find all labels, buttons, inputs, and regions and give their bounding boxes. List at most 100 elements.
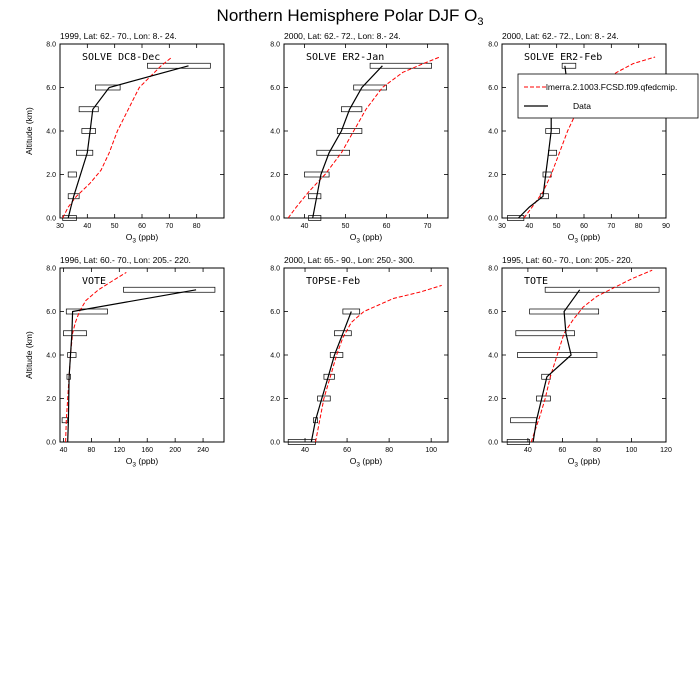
panel-3: 2000, Lat: 62.- 72., Lon: 8.- 24. 30 40 50 6…	[488, 31, 670, 245]
legend: lmerra.2.1003.FCSD.f09.qfedcmip. Data	[517, 73, 699, 119]
panel-subtitle: 1999, Lat: 62.- 70., Lon: 8.- 24.	[60, 31, 177, 41]
y-tick-label: 6.0	[488, 309, 498, 316]
plot-frame	[501, 43, 667, 219]
model-series-line	[65, 271, 127, 443]
y-tick-label: 8.0	[488, 42, 498, 49]
data-series-line	[310, 311, 352, 443]
model-series-line	[315, 284, 442, 443]
y-tick-label: 8.0	[46, 42, 56, 49]
y-tick-label: 4.0	[270, 353, 280, 360]
x-tick-label: 40	[83, 223, 91, 230]
x-tick-label: 40	[60, 447, 68, 454]
data-range-box	[123, 286, 216, 293]
data-range-box	[544, 286, 660, 293]
x-tick-label: 80	[88, 447, 96, 454]
x-tick-label: 200	[169, 447, 181, 454]
campaign-label: VOTE	[82, 276, 106, 287]
y-tick-label: 4.0	[46, 353, 56, 360]
x-tick-label: 60	[580, 223, 588, 230]
data-range-box	[67, 171, 77, 178]
data-range-box	[334, 330, 352, 337]
y-tick-label: 6.0	[46, 85, 56, 92]
y-tick-label: 4.0	[46, 129, 56, 136]
campaign-label: TOPSE-Feb	[306, 276, 360, 287]
data-range-box	[510, 417, 537, 424]
data-range-box	[548, 149, 558, 156]
data-range-box	[316, 149, 350, 156]
x-tick-label: 50	[342, 223, 350, 230]
data-range-box	[81, 128, 96, 134]
y-tick-label: 2.0	[488, 396, 498, 403]
data-range-box	[78, 106, 99, 113]
campaign-label: SOLVE ER2-Jan	[306, 52, 384, 63]
y-tick-label: 0.0	[270, 440, 280, 447]
x-tick-label: 160	[141, 447, 153, 454]
y-tick-label: 8.0	[488, 266, 498, 273]
panel-subtitle: 1996, Lat: 60.- 70., Lon: 205.- 220.	[60, 255, 191, 265]
panel-subtitle: 1995, Lat: 60.- 70., Lon: 205.- 220.	[502, 255, 633, 265]
plot-frame	[59, 267, 225, 443]
panel-1: 1999, Lat: 62.- 70., Lon: 8.- 24. 30 40 50 6…	[24, 31, 225, 245]
data-range-box	[67, 352, 77, 358]
y-tick-label: 8.0	[46, 266, 56, 273]
panel-6: 1995, Lat: 60.- 70., Lon: 205.- 220. 40 60…	[488, 255, 672, 469]
data-series-line	[532, 289, 581, 443]
panels: 1999, Lat: 62.- 70., Lon: 8.- 24. 30 40 50 6…	[24, 31, 672, 469]
x-tick-label: 80	[385, 447, 393, 454]
x-axis-label: O3 (ppb)	[126, 456, 159, 469]
x-tick-label: 70	[165, 223, 173, 230]
data-range-box	[517, 352, 598, 358]
x-tick-label: 60	[383, 223, 391, 230]
y-axis-label: Altitude (km)	[24, 107, 34, 155]
y-tick-label: 6.0	[488, 85, 498, 92]
x-tick-label: 50	[111, 223, 119, 230]
x-axis-label: O3 (ppb)	[350, 456, 383, 469]
x-tick-label: 60	[559, 447, 567, 454]
data-range-box	[341, 106, 363, 113]
panel-4: 1996, Lat: 60.- 70., Lon: 205.- 220. 40 80…	[24, 255, 225, 469]
y-tick-label: 4.0	[488, 129, 498, 136]
data-range-box	[336, 128, 363, 134]
data-range-box	[61, 417, 69, 424]
data-range-box	[329, 352, 344, 358]
x-tick-label: 100	[626, 447, 638, 454]
y-tick-label: 4.0	[270, 129, 280, 136]
x-axis-label: O3 (ppb)	[568, 232, 601, 245]
y-tick-label: 0.0	[46, 216, 56, 223]
data-range-box	[147, 62, 211, 69]
campaign-label: TOTE	[524, 276, 548, 287]
campaign-label: SOLVE ER2-Feb	[524, 52, 602, 63]
y-tick-label: 2.0	[270, 396, 280, 403]
data-range-box	[561, 62, 577, 69]
x-tick-label: 80	[593, 447, 601, 454]
data-series-line	[67, 65, 189, 219]
plot-frame	[59, 43, 225, 219]
y-tick-label: 2.0	[270, 172, 280, 179]
y-tick-label: 8.0	[270, 266, 280, 273]
data-range-box	[308, 215, 322, 221]
y-tick-label: 0.0	[488, 216, 498, 223]
legend-box	[517, 73, 699, 119]
panel-subtitle: 2000, Lat: 62.- 72., Lon: 8.- 24.	[502, 31, 619, 41]
data-range-box	[369, 62, 432, 69]
y-tick-label: 0.0	[270, 216, 280, 223]
y-tick-label: 2.0	[488, 172, 498, 179]
panel-2: 2000, Lat: 62.- 72., Lon: 8.- 24. 40 50 60 7…	[270, 31, 449, 245]
x-tick-label: 40	[301, 223, 309, 230]
x-tick-label: 240	[197, 447, 209, 454]
x-axis-label: O3 (ppb)	[568, 456, 601, 469]
x-tick-label: 40	[301, 447, 309, 454]
data-range-box	[353, 84, 387, 91]
x-axis-label: O3 (ppb)	[350, 232, 383, 245]
data-series-line	[312, 65, 383, 219]
x-tick-label: 120	[113, 447, 125, 454]
y-tick-label: 6.0	[270, 309, 280, 316]
x-tick-label: 80	[635, 223, 643, 230]
model-series-line	[287, 56, 440, 219]
panel-subtitle: 2000, Lat: 65.- 90., Lon: 250.- 300.	[284, 255, 415, 265]
plot-frame	[501, 267, 667, 443]
x-tick-label: 60	[138, 223, 146, 230]
model-series-line	[62, 56, 173, 219]
y-tick-label: 2.0	[46, 172, 56, 179]
y-tick-label: 0.0	[46, 440, 56, 447]
